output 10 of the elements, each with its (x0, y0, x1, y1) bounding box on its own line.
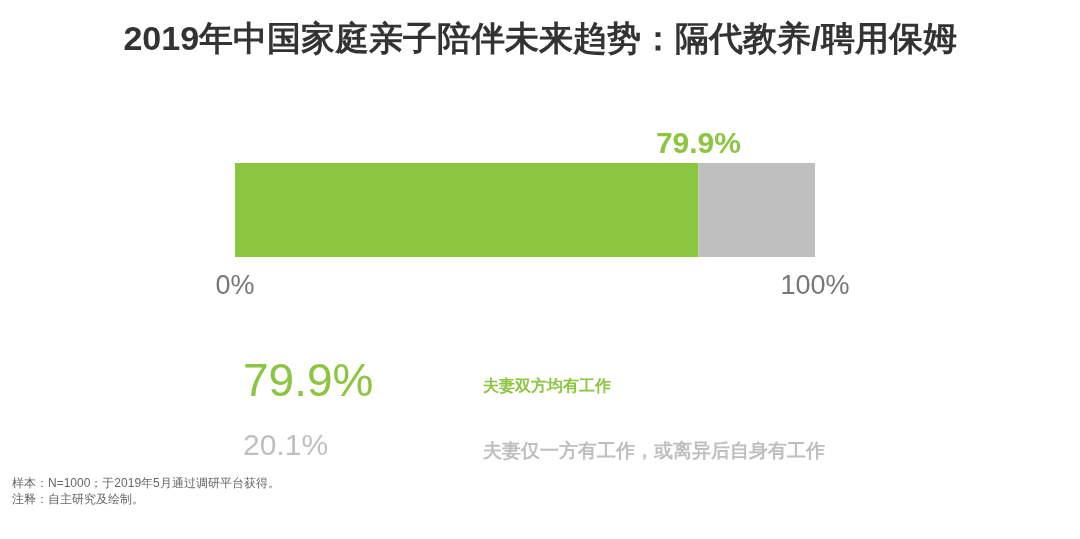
x-tick-label: 0% (215, 269, 255, 300)
text: 20.1% (243, 427, 329, 461)
chart-title: 2019年中国家庭亲子陪伴未来趋势：隔代教养/聘用保姆 (123, 19, 957, 57)
text: 样本：N=1000；于2019年5月通过调研平台获得。 (12, 476, 280, 490)
text: 夫妻双方均有工作 (482, 375, 611, 394)
text: 79.9% (243, 354, 374, 406)
x-tick-label: 100% (780, 269, 850, 300)
data-label: 79.9% (655, 125, 741, 159)
text: 注释：自主研究及绘制。 (12, 492, 144, 506)
text: 夫妻仅一方有工作，或离异后自身有工作 (482, 440, 825, 461)
